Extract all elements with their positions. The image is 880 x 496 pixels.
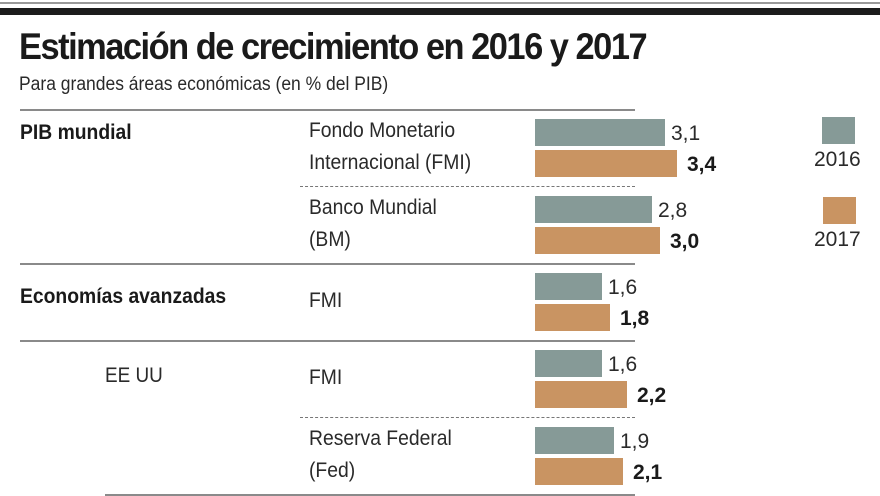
source-line-1: Fondo Monetario — [309, 119, 456, 142]
value-label-2016: 1,6 — [608, 276, 638, 299]
source-line-1: Banco Mundial — [309, 196, 437, 219]
value-label-2017: 2,1 — [633, 461, 663, 484]
chart-title: Estimación de crecimiento en 2016 y 2017 — [19, 26, 648, 67]
dotted-separator — [300, 417, 635, 418]
subcategory-label: EE UU — [105, 364, 163, 387]
source-line-2: Internacional (FMI) — [309, 151, 472, 174]
separator-line — [20, 340, 635, 342]
bar-2017 — [535, 458, 623, 485]
source-label: Banco Mundial (BM) — [309, 192, 437, 256]
source-line-1: Reserva Federal — [309, 427, 452, 450]
source-label: Reserva Federal (Fed) — [309, 423, 452, 487]
separator-line — [20, 109, 635, 111]
category-label: Economías avanzadas — [20, 285, 227, 308]
separator-line — [20, 263, 635, 265]
value-label-2016: 2,8 — [658, 199, 688, 222]
value-label-2016: 3,1 — [671, 122, 701, 145]
chart-subtitle: Para grandes áreas económicas (en % del … — [19, 74, 389, 95]
top-rule-thick — [0, 8, 880, 15]
bar-2016 — [535, 273, 602, 300]
value-label-2017: 3,0 — [670, 230, 700, 253]
legend-label-2017: 2017 — [814, 228, 861, 251]
bar-2016 — [535, 350, 602, 377]
bar-2017 — [535, 227, 660, 254]
bar-2016 — [535, 119, 665, 146]
dotted-separator — [300, 186, 635, 187]
legend-swatch-2017 — [823, 197, 856, 224]
top-rule-thin — [0, 2, 880, 4]
source-label: FMI — [309, 289, 343, 312]
bar-2016 — [535, 427, 614, 454]
bar-2016 — [535, 196, 652, 223]
source-label: Fondo Monetario Internacional (FMI) — [309, 115, 471, 179]
source-line-2: (Fed) — [309, 459, 356, 482]
source-line-2: (BM) — [309, 228, 351, 251]
legend-swatch-2016 — [822, 117, 855, 144]
legend-label-2016: 2016 — [814, 148, 861, 171]
value-label-2016: 1,6 — [608, 353, 638, 376]
bar-2017 — [535, 150, 677, 177]
value-label-2016: 1,9 — [620, 430, 650, 453]
value-label-2017: 1,8 — [620, 307, 650, 330]
bar-2017 — [535, 304, 610, 331]
category-label: PIB mundial — [20, 121, 132, 144]
value-label-2017: 2,2 — [637, 384, 667, 407]
value-label-2017: 3,4 — [687, 153, 717, 176]
source-label: FMI — [309, 366, 343, 389]
bar-2017 — [535, 381, 627, 408]
